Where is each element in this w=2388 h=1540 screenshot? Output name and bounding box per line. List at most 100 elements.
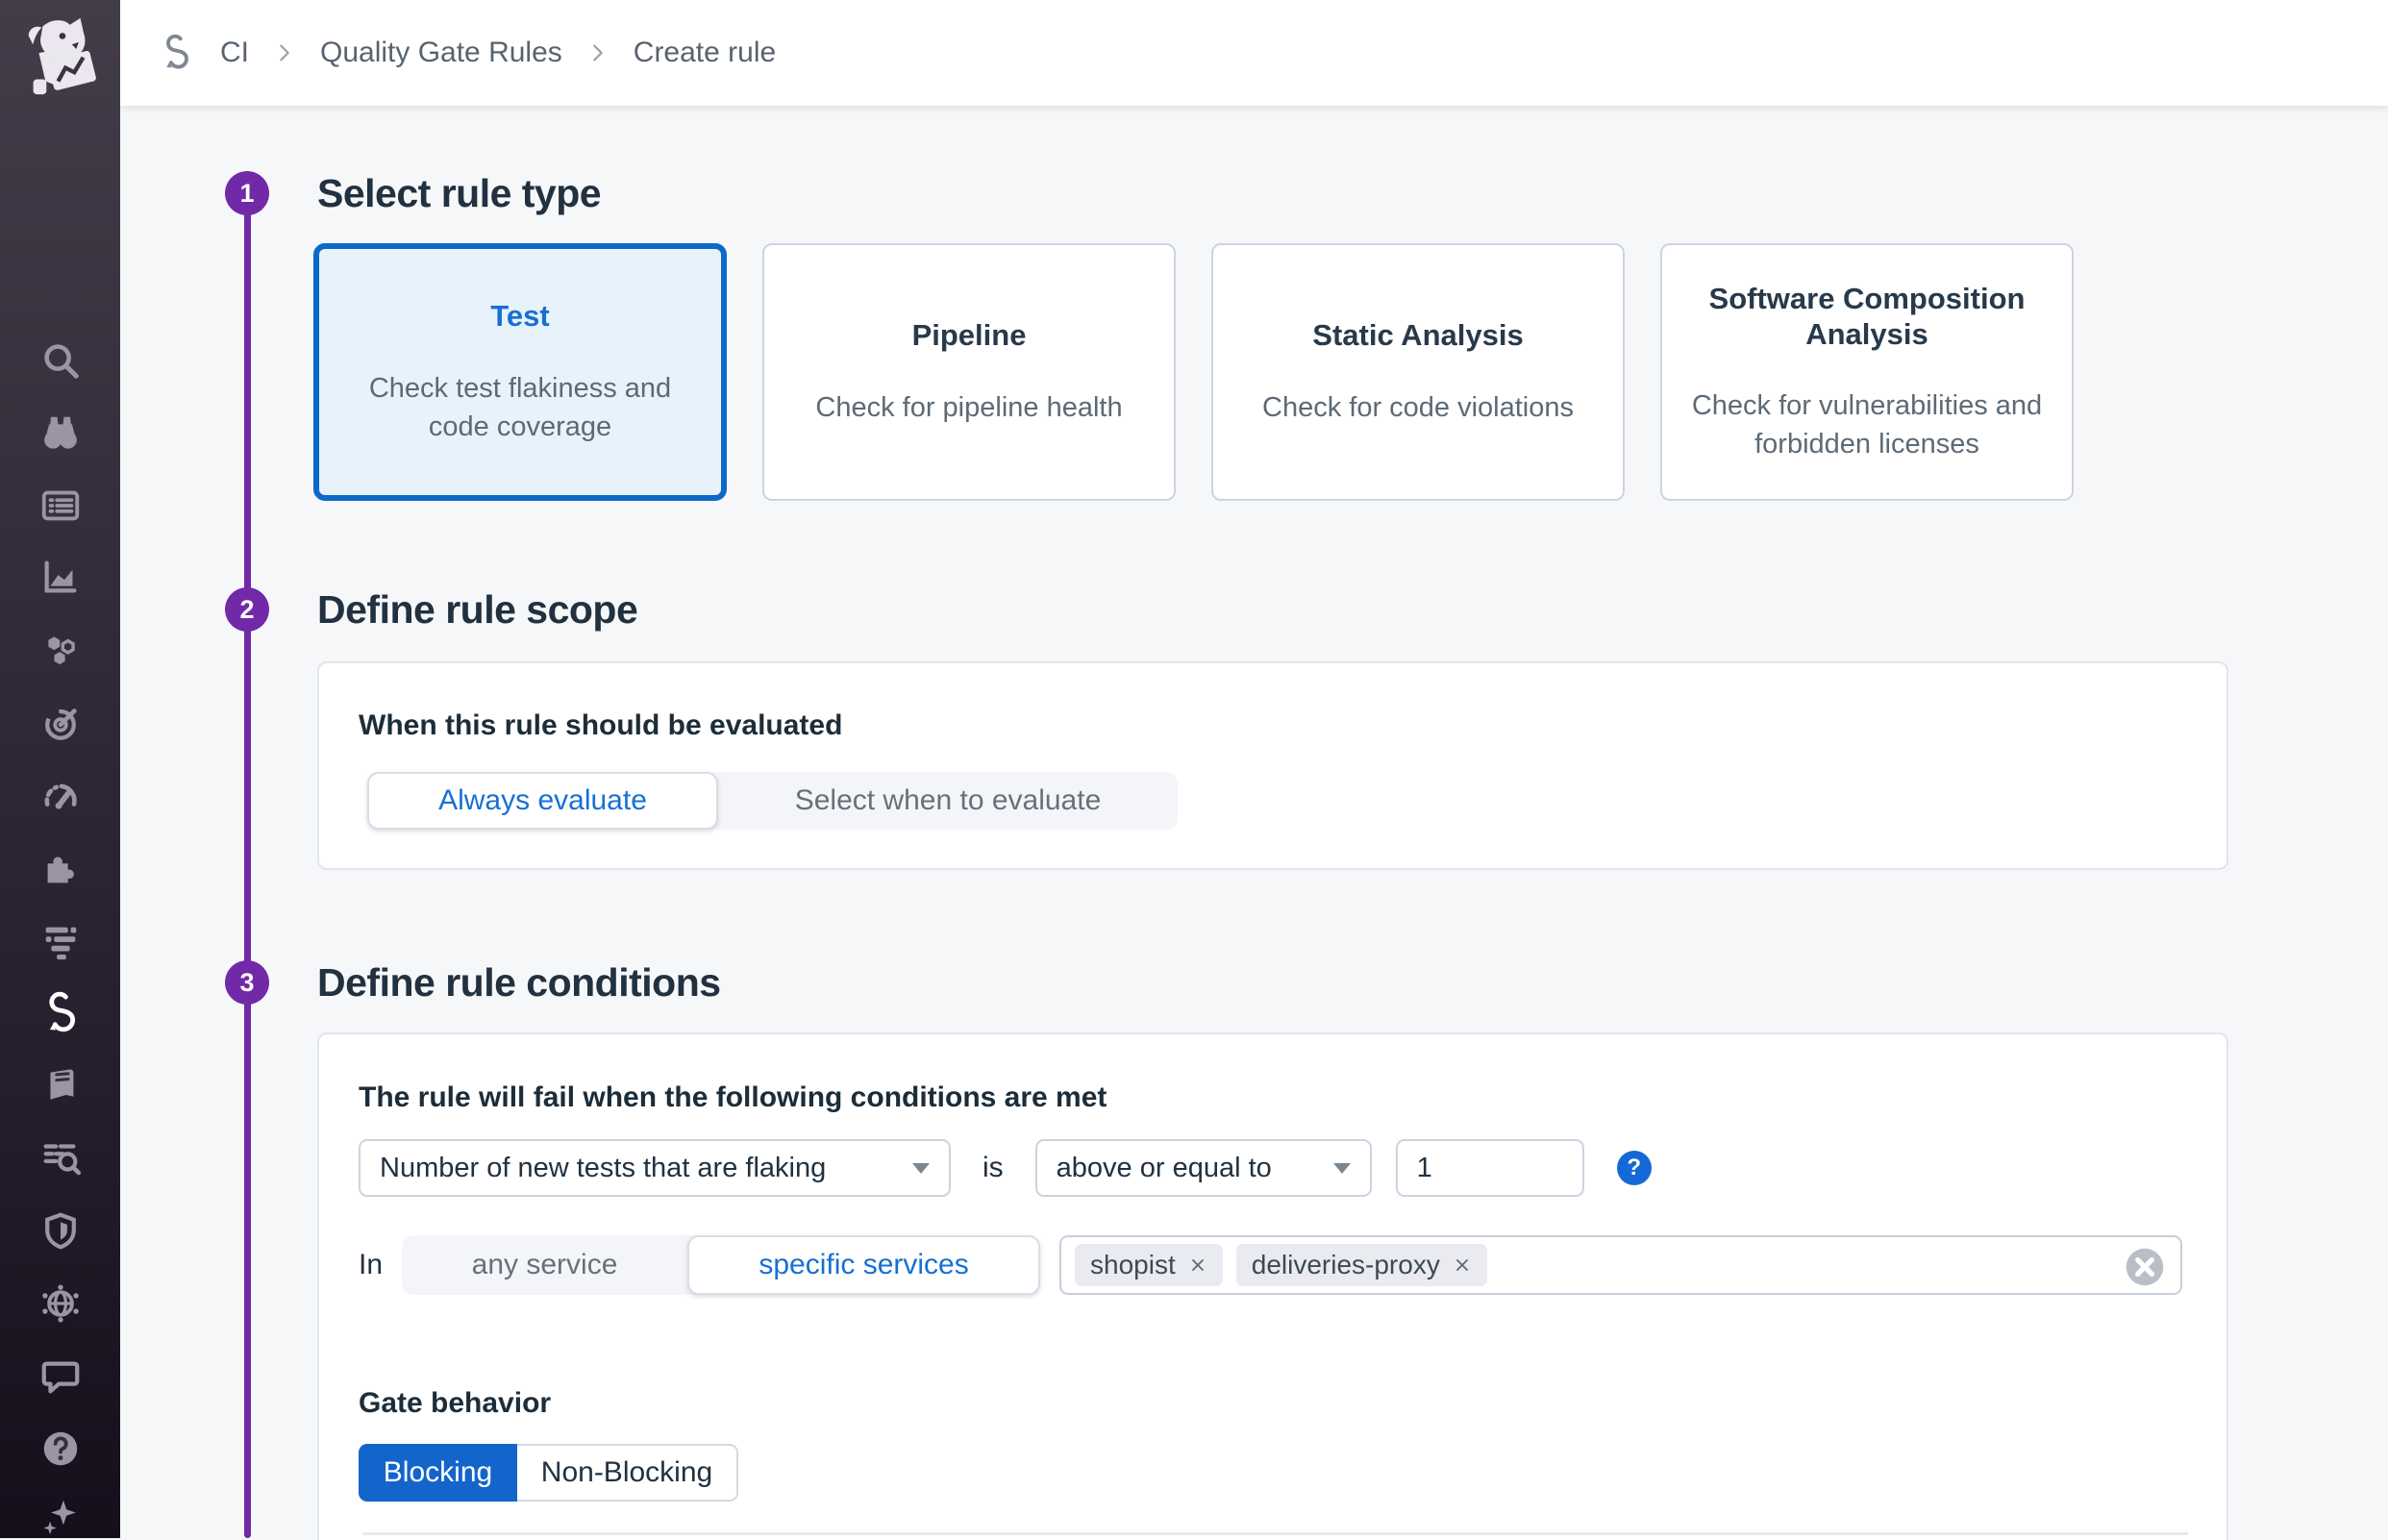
rule-conditions-panel: The rule will fail when the following co… [317,1032,2228,1540]
remove-tag-icon[interactable] [1453,1255,1472,1275]
service-scope-row: In any service specific services shopist… [359,1235,2183,1295]
remove-tag-icon[interactable] [1188,1255,1207,1275]
step-2-number: 2 [239,594,255,624]
card-description: Check for code violations [1262,391,1574,423]
sidebar-item-monitors[interactable] [0,772,120,820]
sidebar-item-metrics[interactable] [0,554,120,602]
gate-behavior-label: Gate behavior [359,1387,552,1419]
card-title: Software Composition Analysis [1708,281,2026,351]
step-progress-line [244,207,251,1538]
help-icon[interactable]: ? [1616,1151,1652,1185]
breadcrumb-item-quality-gate-rules[interactable]: Quality Gate Rules [320,37,562,68]
service-tag-shopist: shopist [1075,1244,1223,1286]
any-service-option[interactable]: any service [471,1249,618,1280]
card-description: Check for pipeline health [815,391,1123,423]
top-header: CI Quality Gate Rules Create rule [120,0,2388,106]
step-1-badge: 1 [225,171,269,215]
step-2-title: Define rule scope [317,587,638,632]
in-connector: In [359,1249,384,1280]
ci-pipelines-icon [166,34,188,69]
sidebar-item-logs[interactable] [0,917,120,965]
sidebar-item-ai-assistant[interactable] [0,1492,120,1540]
tag-label: deliveries-proxy [1251,1250,1440,1279]
clear-all-tags-icon[interactable] [2125,1247,2165,1287]
scope-label: When this rule should be evaluated [359,709,843,741]
section-divider [362,1532,2188,1535]
blocking-option[interactable]: Blocking [359,1444,517,1502]
evaluation-toggle: Always evaluate Select when to evaluate [367,772,1178,830]
sidebar-item-help[interactable] [0,1425,120,1473]
condition-connector: is [983,1152,1004,1183]
rule-type-card-software-composition-analysis[interactable]: Software Composition Analysis Check for … [1660,243,2074,501]
rule-type-card-static-analysis[interactable]: Static Analysis Check for code violation… [1211,243,1625,501]
shield-icon [44,1212,76,1250]
search-icon [43,344,79,379]
sidebar-item-apm[interactable] [0,699,120,747]
binoculars-icon [43,416,77,449]
sidebar [0,0,120,1538]
log-lines-icon [45,927,76,960]
step-1-title: Select rule type [317,171,602,215]
card-title: Static Analysis [1312,318,1524,353]
card-description: Check test flakiness and code coverage [368,372,672,442]
sidebar-item-integrations[interactable] [0,844,120,892]
step-2-badge: 2 [225,587,269,632]
dashboard-icon [41,490,79,521]
sidebar-item-search[interactable] [0,336,120,385]
log-search-icon [43,1144,81,1176]
threshold-input[interactable] [1395,1139,1584,1197]
puzzle-icon [47,857,74,883]
chevron-right-icon [280,44,289,62]
step-3-badge: 3 [225,960,269,1005]
breadcrumb: CI Quality Gate Rules Create rule [120,34,776,72]
chat-bubble-icon [41,1361,79,1394]
help-circle-icon [43,1431,77,1466]
gate-behavior-toggle: Blocking Non-Blocking [359,1444,738,1502]
metric-select-value: Number of new tests that are flaking [380,1152,827,1183]
rule-type-card-pipeline[interactable]: Pipeline Check for pipeline health [762,243,1176,501]
sidebar-item-dashboards[interactable] [0,482,120,530]
select-when-to-evaluate-option[interactable]: Select when to evaluate [794,784,1102,816]
chevron-down-icon [912,1162,930,1174]
sidebar-item-log-search[interactable] [0,1134,120,1182]
tag-label: shopist [1090,1250,1176,1279]
step-3-title: Define rule conditions [317,960,721,1005]
sidebar-item-ci-pipelines[interactable] [0,989,120,1037]
breadcrumb-item-create-rule: Create rule [633,37,777,68]
sparkles-icon [42,1500,76,1535]
chevron-right-icon [593,44,603,62]
apm-target-icon [44,708,77,740]
card-title: Test [490,299,550,334]
card-title: Pipeline [911,318,1027,353]
operator-select[interactable]: above or equal to [1034,1139,1372,1197]
sidebar-item-security[interactable] [0,1207,120,1255]
metric-select[interactable]: Number of new tests that are flaking [359,1139,951,1197]
rule-scope-panel: When this rule should be evaluated Alway… [317,661,2228,870]
sidebar-item-synthetics[interactable] [0,1279,120,1328]
rule-type-cards: Test Check test flakiness and code cover… [313,243,2074,501]
specific-services-option[interactable]: specific services [687,1235,1041,1295]
conditions-label: The rule will fail when the following co… [359,1081,1107,1113]
ci-pipelines-icon [48,991,75,1032]
sidebar-item-watchdog[interactable] [0,409,120,457]
operator-select-value: above or equal to [1056,1152,1272,1183]
sidebar-item-feedback[interactable] [0,1353,120,1401]
sidebar-item-notebooks[interactable] [0,1062,120,1110]
rule-type-card-test[interactable]: Test Check test flakiness and code cover… [313,243,727,501]
chevron-down-icon [1332,1162,1351,1174]
step-1-number: 1 [239,178,255,208]
globe-network-icon [41,1284,79,1323]
datadog-logo[interactable] [14,12,105,102]
step-3-number: 3 [239,967,255,997]
hexagons-icon [47,636,75,665]
notebook-icon [49,1069,73,1100]
sidebar-item-infrastructure[interactable] [0,627,120,675]
always-evaluate-option[interactable]: Always evaluate [367,772,718,830]
chart-icon [44,560,76,593]
breadcrumb-item-ci[interactable]: CI [220,37,249,68]
card-description: Check for vulnerabilities and forbidden … [1691,390,2043,460]
gauge-icon [44,783,77,809]
service-toggle: any service specific services [402,1235,1041,1295]
services-tags-input[interactable]: shopist deliveries-proxy [1059,1235,2183,1295]
non-blocking-option[interactable]: Non-Blocking [517,1444,738,1502]
